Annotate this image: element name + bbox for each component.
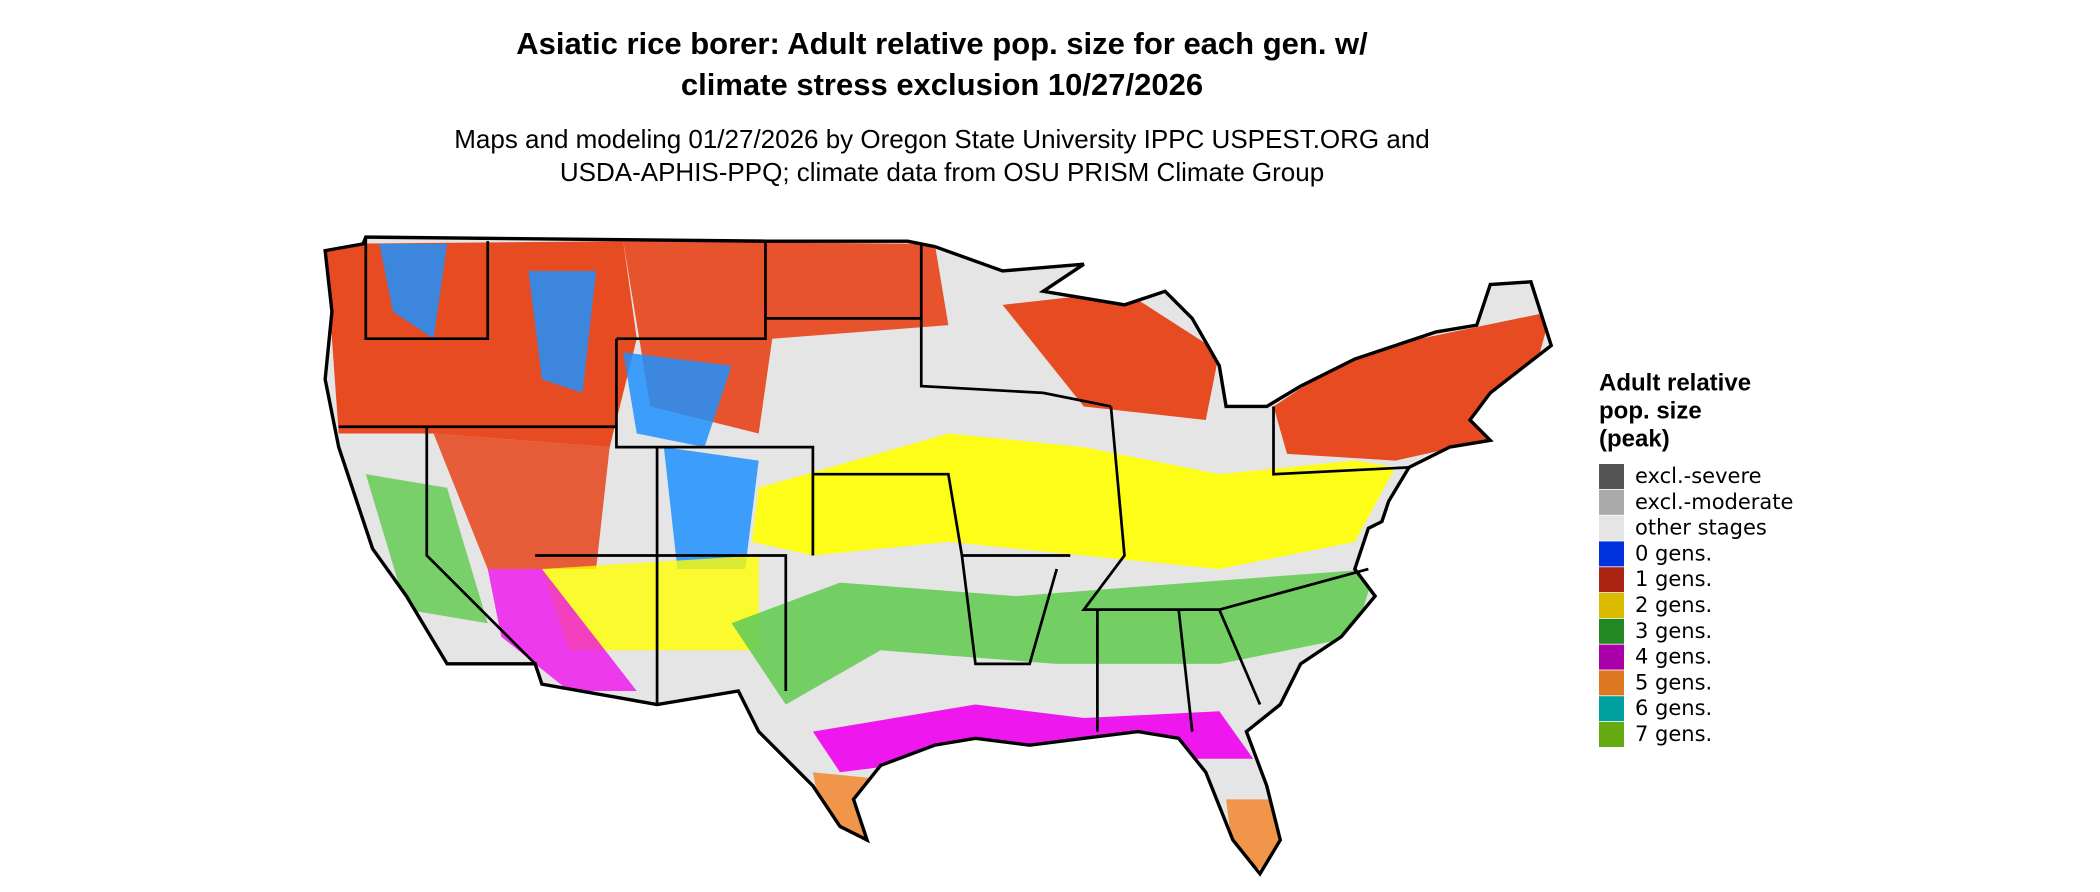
state-lines: [338, 237, 1410, 732]
legend-label: 7 gens.: [1635, 722, 1712, 746]
legend-label: other stages: [1635, 516, 1767, 540]
legend-swatch: [1599, 696, 1624, 722]
legend-swatch: [1599, 618, 1624, 644]
legend-label: 6 gens.: [1635, 696, 1712, 720]
legend-label: 4 gens.: [1635, 645, 1712, 669]
legend-swatch: [1599, 644, 1624, 670]
legend-swatch: [1599, 670, 1624, 696]
legend-label: excl.-moderate: [1635, 490, 1793, 514]
legend-swatch: [1599, 541, 1624, 567]
legend-label: 1 gens.: [1635, 567, 1712, 591]
title-line: Asiatic rice borer: Adult relative pop. …: [516, 26, 1368, 61]
title-line: climate stress exclusion 10/27/2026: [681, 67, 1203, 102]
legend-swatch: [1599, 489, 1624, 515]
legend-swatch: [1599, 722, 1624, 747]
legend-title: Adult relative: [1599, 369, 1751, 396]
legend-label: 2 gens.: [1635, 593, 1712, 617]
legend-swatch: [1599, 464, 1624, 489]
subtitle-line: USDA-APHIS-PPQ; climate data from OSU PR…: [560, 157, 1324, 187]
legend-title: (peak): [1599, 425, 1670, 452]
legend-swatch: [1599, 515, 1624, 541]
legend-label: excl.-severe: [1635, 464, 1762, 488]
legend-label: 3 gens.: [1635, 619, 1712, 643]
subtitle-line: Maps and modeling 01/27/2026 by Oregon S…: [454, 124, 1430, 154]
legend-swatch: [1599, 567, 1624, 593]
legend-title: pop. size: [1599, 397, 1702, 424]
legend-label: 5 gens.: [1635, 670, 1712, 694]
legend-swatch: [1599, 593, 1624, 618]
legend-label: 0 gens.: [1635, 541, 1712, 565]
header: Asiatic rice borer: Adult relative pop. …: [454, 26, 1430, 187]
map: [323, 235, 1553, 876]
